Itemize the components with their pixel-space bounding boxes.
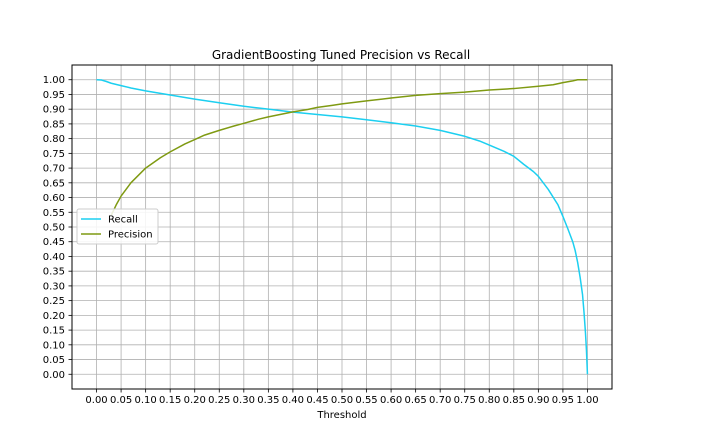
y-tick-label: 0.80 bbox=[43, 134, 65, 145]
x-tick-label: 0.35 bbox=[257, 395, 279, 406]
y-tick-label: 1.00 bbox=[43, 75, 65, 86]
x-tick-label: 0.30 bbox=[233, 395, 255, 406]
x-tick-label: 0.95 bbox=[552, 395, 574, 406]
x-tick-label: 0.90 bbox=[527, 395, 549, 406]
y-tick-label: 0.85 bbox=[43, 119, 65, 130]
legend-label-precision: Precision bbox=[108, 230, 153, 241]
legend-label-recall: Recall bbox=[108, 215, 138, 226]
x-tick-label: 0.55 bbox=[355, 395, 377, 406]
y-tick-label: 0.50 bbox=[43, 223, 65, 234]
legend: Recall Precision bbox=[76, 208, 159, 245]
legend-box bbox=[76, 208, 159, 245]
y-tick-label: 0.20 bbox=[43, 311, 65, 322]
y-tick-label: 0.55 bbox=[43, 208, 65, 219]
y-tick-label: 0.10 bbox=[43, 340, 65, 351]
y-tick-label: 0.90 bbox=[43, 105, 65, 116]
chart-title: GradientBoosting Tuned Precision vs Reca… bbox=[212, 48, 470, 62]
x-tick-label: 0.80 bbox=[478, 395, 500, 406]
y-tick-label: 0.00 bbox=[43, 370, 65, 381]
x-tick-label: 0.65 bbox=[405, 395, 427, 406]
x-tick-label: 1.00 bbox=[576, 395, 598, 406]
x-tick-label: 0.10 bbox=[135, 395, 157, 406]
series-layer bbox=[96, 78, 589, 375]
y-tick-label: 0.15 bbox=[43, 326, 65, 337]
y-ticks: 0.00 0.05 0.10 0.15 0.20 0.25 0.30 0.35 0.40 0.45… bbox=[43, 75, 72, 381]
y-tick-label: 0.45 bbox=[43, 237, 65, 248]
y-tick-label: 0.05 bbox=[43, 355, 65, 366]
y-tick-label: 0.60 bbox=[43, 193, 65, 204]
x-tick-label: 0.45 bbox=[306, 395, 328, 406]
y-tick-label: 0.35 bbox=[43, 267, 65, 278]
x-tick-label: 0.85 bbox=[503, 395, 525, 406]
y-tick-label: 0.75 bbox=[43, 149, 65, 160]
x-ticks: 0.00 0.05 0.10 0.15 0.20 0.25 0.30 0.35 0.40 0.45… bbox=[85, 389, 599, 406]
x-axis-label: Threshold bbox=[316, 410, 366, 421]
grid-lines bbox=[72, 65, 612, 389]
y-tick-label: 0.25 bbox=[43, 296, 65, 307]
y-tick-label: 0.30 bbox=[43, 281, 65, 292]
x-tick-label: 0.40 bbox=[282, 395, 304, 406]
x-tick-label: 0.15 bbox=[159, 395, 181, 406]
y-tick-label: 0.65 bbox=[43, 178, 65, 189]
x-tick-label: 0.50 bbox=[331, 395, 353, 406]
x-tick-label: 0.60 bbox=[380, 395, 402, 406]
y-tick-label: 0.95 bbox=[43, 90, 65, 101]
x-tick-label: 0.75 bbox=[454, 395, 476, 406]
x-tick-label: 0.20 bbox=[184, 395, 206, 406]
y-tick-label: 0.40 bbox=[43, 252, 65, 263]
x-tick-label: 0.00 bbox=[85, 395, 107, 406]
y-tick-label: 0.70 bbox=[43, 164, 65, 175]
series-line-precision bbox=[110, 78, 588, 216]
x-tick-label: 0.70 bbox=[429, 395, 451, 406]
series-line-recall bbox=[96, 78, 589, 375]
x-tick-label: 0.05 bbox=[110, 395, 132, 406]
x-tick-label: 0.25 bbox=[208, 395, 230, 406]
